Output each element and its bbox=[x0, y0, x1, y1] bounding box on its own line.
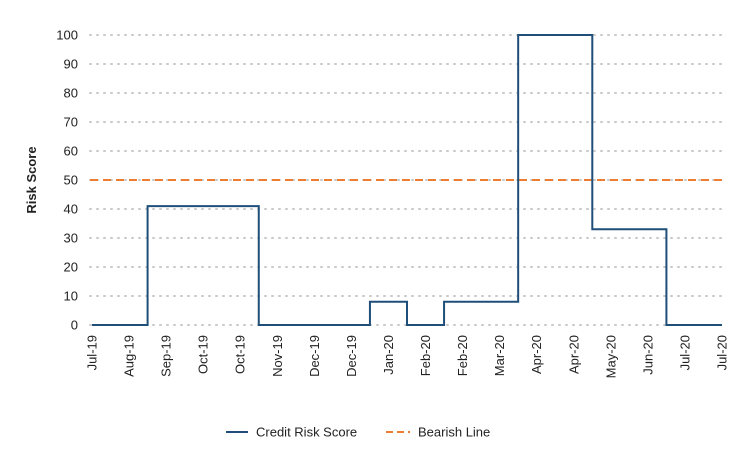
x-tick-label: Apr-20 bbox=[529, 335, 544, 374]
x-tick-label: Aug-19 bbox=[122, 335, 137, 377]
x-tick-label: Jul-20 bbox=[715, 335, 730, 370]
legend-label-credit-risk-score: Credit Risk Score bbox=[256, 425, 357, 440]
legend-label-bearish-line: Bearish Line bbox=[418, 425, 490, 440]
x-tick-label: Jul-20 bbox=[677, 335, 692, 370]
x-tick-label: Dec-19 bbox=[307, 335, 322, 377]
y-tick-label: 40 bbox=[64, 202, 78, 217]
x-tick-label: May-20 bbox=[603, 335, 618, 378]
x-tick-label: Mar-20 bbox=[492, 335, 507, 376]
y-tick-label: 80 bbox=[64, 86, 78, 101]
y-tick-label: 50 bbox=[64, 173, 78, 188]
x-tick-label: Sep-19 bbox=[159, 335, 174, 377]
x-tick-label: Dec-19 bbox=[344, 335, 359, 377]
y-tick-label: 10 bbox=[64, 289, 78, 304]
y-tick-label: 70 bbox=[64, 115, 78, 130]
y-tick-label: 20 bbox=[64, 260, 78, 275]
x-tick-label: Feb-20 bbox=[418, 335, 433, 376]
y-tick-label: 90 bbox=[64, 57, 78, 72]
y-axis-title: Risk Score bbox=[24, 146, 39, 213]
y-tick-label: 0 bbox=[71, 318, 78, 333]
x-tick-label: Feb-20 bbox=[455, 335, 470, 376]
y-tick-label: 60 bbox=[64, 144, 78, 159]
x-tick-label: Jun-20 bbox=[640, 335, 655, 375]
x-tick-label: Apr-20 bbox=[566, 335, 581, 374]
credit-risk-score-line bbox=[92, 34, 722, 326]
x-axis-ticks: Jul-19 Aug-19 Sep-19 Oct-19 Oct-19 Nov-19 Dec-… bbox=[85, 335, 730, 378]
x-tick-label: Jan-20 bbox=[381, 335, 396, 375]
credit-risk-layer bbox=[91, 34, 723, 326]
x-tick-label: Nov-19 bbox=[270, 335, 285, 377]
x-tick-label: Oct-19 bbox=[196, 335, 211, 374]
legend: Credit Risk Score Bearish Line bbox=[226, 425, 490, 440]
y-axis-ticks: 0 10 20 30 40 50 60 70 80 90 100 bbox=[56, 28, 78, 333]
y-tick-label: 30 bbox=[64, 231, 78, 246]
y-tick-label: 100 bbox=[56, 28, 78, 43]
x-tick-label: Oct-19 bbox=[233, 335, 248, 374]
x-tick-label: Jul-19 bbox=[85, 335, 100, 370]
